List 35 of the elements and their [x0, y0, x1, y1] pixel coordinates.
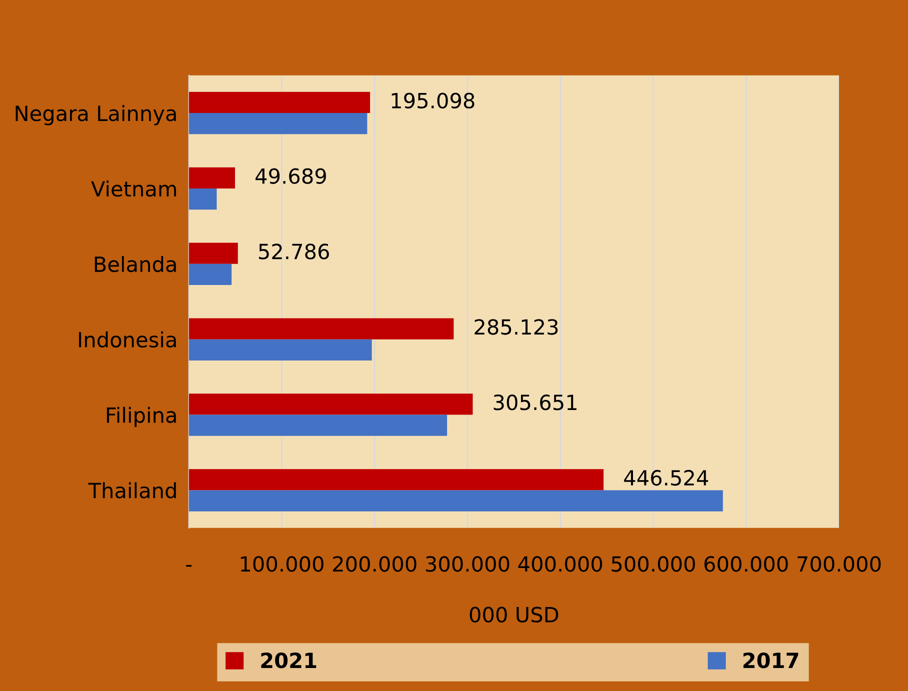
bar — [188, 339, 372, 360]
y-tick-label: Thailand — [88, 482, 176, 498]
bar — [188, 113, 368, 134]
legend-label: 2017 — [743, 652, 798, 668]
data-label: 305.651 — [494, 394, 576, 410]
x-tick-label: 600.000 — [704, 556, 788, 572]
bar — [188, 92, 370, 114]
bar — [188, 490, 723, 512]
y-tick-label: Vietnam — [91, 180, 176, 197]
x-tick-label: 700.000 — [798, 556, 881, 572]
x-tick-label: 100.000 — [240, 556, 324, 572]
x-tick-label: 400.000 — [518, 556, 602, 572]
x-tick-label: 500.000 — [612, 556, 695, 572]
x-axis-title: 000 USD — [470, 606, 558, 623]
data-label: 195.098 — [392, 92, 474, 109]
bar — [188, 188, 217, 210]
x-tick-label: - — [186, 564, 192, 567]
bar — [188, 469, 604, 490]
data-label: 49.689 — [256, 168, 326, 184]
y-tick-label: Belanda — [94, 256, 176, 272]
data-label: 446.524 — [624, 470, 708, 486]
x-tick-label: 200.000 — [333, 556, 416, 572]
legend-label: 2021 — [261, 652, 316, 668]
data-label: 285.123 — [474, 319, 558, 335]
data-label: 52.786 — [259, 244, 329, 260]
x-tick-label: 300.000 — [426, 556, 510, 572]
bar — [188, 264, 232, 286]
bar — [188, 242, 238, 264]
bar — [188, 414, 448, 436]
bar — [188, 167, 236, 188]
bar — [188, 318, 454, 340]
bar — [188, 394, 473, 415]
y-tick-label: Filipina — [106, 406, 176, 428]
y-tick-label: Indonesia — [79, 331, 176, 348]
y-tick-label: Negara Lainnya — [16, 105, 176, 126]
